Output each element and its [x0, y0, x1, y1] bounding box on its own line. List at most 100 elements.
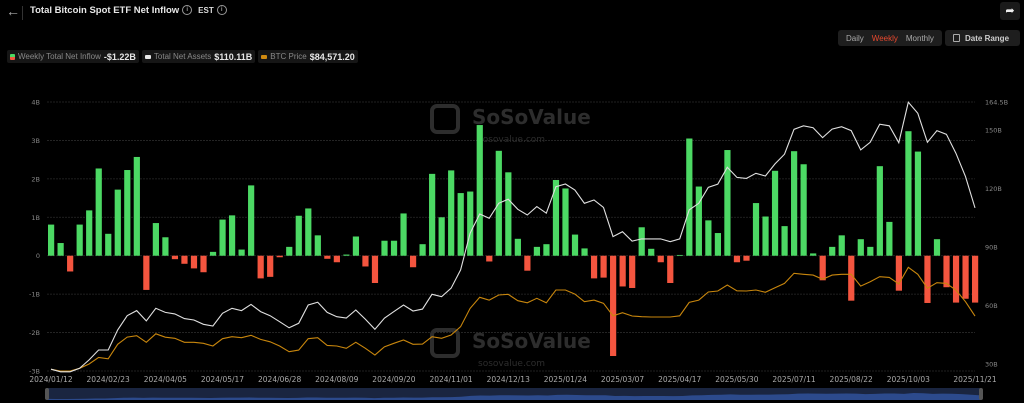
net-assets-swatch	[144, 54, 151, 59]
inflow-bar	[57, 243, 64, 256]
btc-price-line	[50, 266, 976, 372]
inflow-bar	[162, 237, 169, 256]
inflow-bar	[590, 255, 598, 279]
inflow-bar	[810, 253, 817, 256]
inflow-bar	[333, 255, 340, 263]
inflow-bar	[486, 255, 493, 262]
x-axis-tick-label: 2024/02/23	[87, 375, 130, 384]
range-navigator[interactable]	[45, 388, 983, 400]
right-axis-tick-label: 164.5B	[985, 99, 1008, 107]
left-axis-tick-label: 2B	[31, 175, 40, 183]
title-text: Total Bitcoin Spot ETF Net Inflow	[30, 5, 180, 16]
right-axis-tick-label: 60B	[985, 302, 998, 310]
period-daily[interactable]: Daily	[846, 33, 864, 43]
inflow-bars	[48, 125, 979, 357]
inflow-bar	[533, 246, 541, 256]
x-axis-tick-label: 2025/04/17	[658, 375, 701, 384]
axes: 4B 3B 2B 1B 0 -1B -2B -3B 164.5B 150B 120B 90B 60B 30…	[29, 99, 1008, 385]
legend-net-inflow[interactable]: Weekly Total Net Inflow -$1.22B	[7, 50, 139, 63]
timezone-info-icon[interactable]: i	[216, 5, 227, 16]
watermark-url: sosovalue.com	[478, 135, 545, 145]
inflow-bar	[314, 235, 321, 256]
period-toggle: Daily Weekly Monthly	[838, 30, 942, 46]
inflow-bar	[972, 255, 979, 303]
inflow-bar	[695, 186, 702, 256]
left-axis-tick-label: -1B	[29, 291, 40, 299]
inflow-bar	[124, 170, 131, 256]
inflow-bar	[171, 255, 179, 260]
inflow-bar	[905, 131, 912, 256]
inflow-bar	[543, 244, 550, 256]
inflow-bar	[67, 255, 74, 272]
inflow-bar	[648, 248, 655, 256]
divider	[22, 6, 23, 20]
x-axis-tick-label: 2024/06/28	[258, 375, 301, 384]
watermark-brand: SoSoValue	[472, 329, 591, 353]
inflow-bar	[610, 255, 617, 357]
inflow-bar	[390, 240, 398, 256]
inflow-bar	[838, 235, 845, 256]
inflow-bar	[343, 254, 350, 256]
x-axis-tick-label: 2024/08/09	[315, 375, 358, 384]
period-weekly[interactable]: Weekly	[871, 33, 898, 43]
inflow-bar	[581, 248, 588, 256]
page-title: Total Bitcoin Spot ETF Net Inflow i EST i	[30, 5, 227, 16]
legend-net-assets[interactable]: Total Net Assets $110.11B	[141, 50, 256, 63]
legend-label: BTC Price	[270, 52, 307, 61]
inflow-bar	[143, 255, 150, 290]
x-axis-tick-label: 2024/05/17	[201, 375, 244, 384]
right-axis-tick-label: 30B	[985, 360, 998, 368]
inflow-bar	[257, 255, 264, 279]
left-axis-tick-label: 3B	[31, 137, 40, 145]
period-monthly[interactable]: Monthly	[905, 33, 934, 43]
inflow-bar	[152, 223, 159, 256]
inflow-bar	[228, 215, 236, 256]
date-range-button[interactable]: Date Range	[945, 30, 1020, 46]
inflow-bar	[676, 254, 683, 256]
inflow-bar	[629, 255, 636, 288]
watermark-logo-icon	[430, 328, 460, 358]
back-arrow-icon[interactable]: ←	[6, 3, 20, 19]
legend-value: $110.11B	[214, 51, 253, 62]
inflow-bar	[114, 189, 121, 256]
inflow-bar	[238, 249, 245, 256]
inflow-bar	[476, 125, 483, 256]
legend-btc-price[interactable]: BTC Price $84,571.20	[258, 50, 358, 63]
inflow-bar	[133, 156, 140, 256]
inflow-bar	[714, 233, 722, 256]
inflow-bar	[619, 255, 626, 287]
inflow-bar	[200, 255, 207, 273]
inflow-bar	[324, 255, 331, 259]
inflow-bar	[419, 244, 426, 256]
inflow-bar	[743, 255, 750, 261]
inflow-bar	[562, 188, 569, 256]
navigator-area	[47, 393, 981, 400]
inflow-bar	[248, 185, 255, 256]
inflow-bar	[791, 151, 798, 256]
info-icon[interactable]: i	[182, 5, 193, 16]
x-axis-tick-label: 2025/03/07	[601, 375, 644, 384]
navigator-track	[47, 388, 981, 400]
inflow-bar	[600, 255, 607, 278]
inflow-bar	[86, 210, 93, 256]
inflow-bar	[209, 251, 217, 256]
navigator-left-handle	[45, 388, 49, 400]
inflow-bar	[657, 255, 664, 263]
inflow-bar	[867, 246, 874, 256]
x-axis-tick-label: 2025/01/24	[544, 375, 587, 384]
inflow-bar	[276, 255, 283, 258]
inflow-bar	[962, 255, 969, 299]
share-button[interactable]: ➦	[1000, 2, 1020, 20]
inflow-bar	[495, 150, 502, 256]
inflow-bar	[705, 220, 712, 256]
x-axis-tick-label: 2024/09/20	[372, 375, 415, 384]
inflow-bar	[181, 255, 188, 264]
left-axis-tick-label: 4B	[31, 99, 40, 107]
left-axis-tick-label: -3B	[29, 368, 40, 376]
inflow-bar	[286, 246, 293, 256]
inflow-bar	[95, 168, 102, 256]
x-axis-tick-label: 2025/05/30	[715, 375, 758, 384]
inflow-bar	[800, 164, 807, 256]
inflow-bar	[267, 255, 274, 277]
inflow-bar	[724, 150, 731, 256]
